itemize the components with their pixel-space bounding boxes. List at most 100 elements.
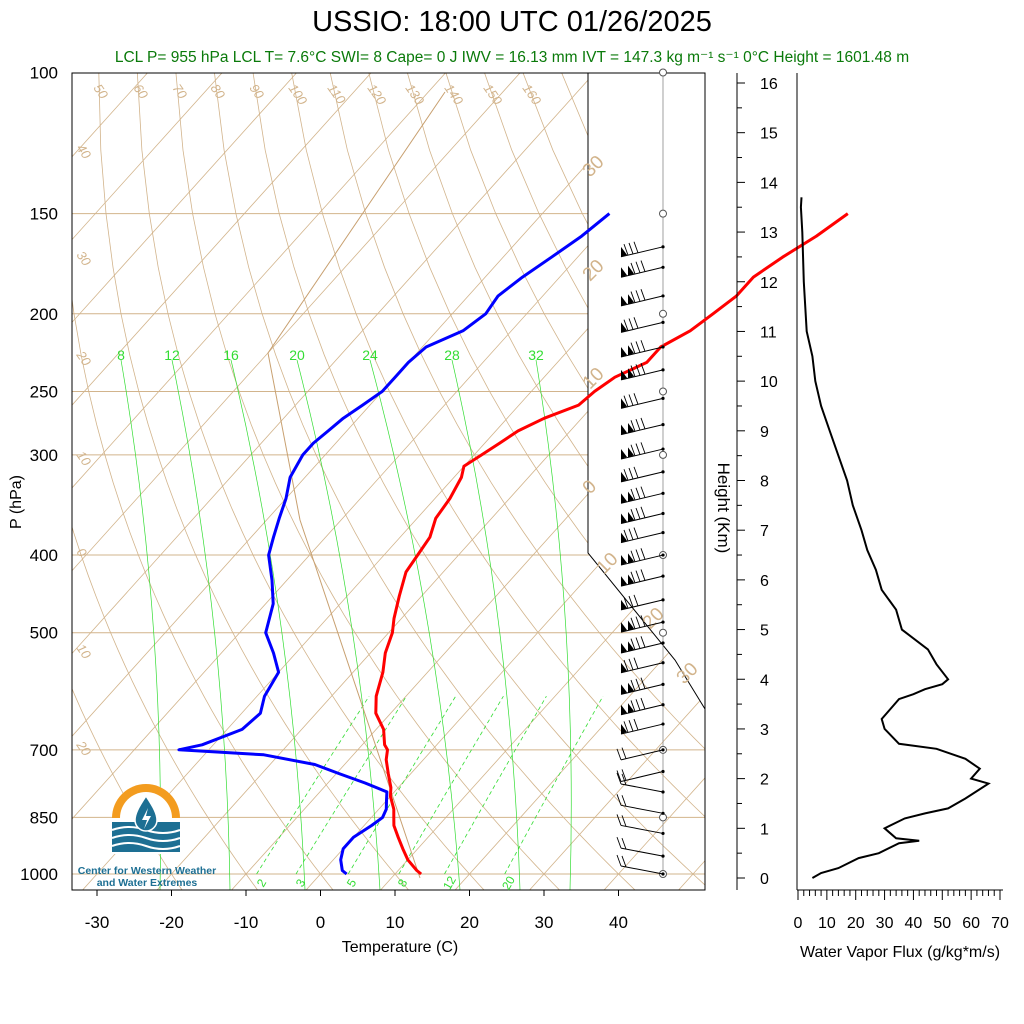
- wind-barb-flag: [621, 684, 627, 695]
- wind-barb-tick: [630, 679, 636, 692]
- y-tick-label: 700: [30, 741, 58, 760]
- wind-barb: [620, 393, 664, 409]
- height-tick-label: 13: [760, 225, 778, 242]
- y-tick-label: 100: [30, 64, 58, 83]
- barb-level-marker: [659, 628, 667, 637]
- dry-adiabat-line: [754, 73, 1024, 892]
- isotherm-line: [72, 73, 595, 655]
- barb-level-marker: [659, 387, 667, 396]
- wind-barb-tick: [628, 242, 634, 255]
- mixing-ratio-line: [504, 696, 604, 875]
- wind-barb-flag: [621, 449, 627, 460]
- wind-barb-tick: [621, 837, 627, 850]
- wind-barb-tick: [630, 571, 636, 583]
- mixing-ratio-line: [398, 695, 504, 875]
- dry-adiabat-line: [72, 296, 334, 890]
- barb-dot: [661, 854, 665, 858]
- wind-barb-tick: [616, 814, 622, 826]
- wind-barb-tick: [635, 616, 641, 628]
- dry-adiabat-label: 110: [325, 81, 350, 107]
- x-tick-label: 40: [609, 913, 628, 932]
- wind-barb-shaft: [620, 321, 664, 333]
- wind-barb-flag: [621, 398, 627, 409]
- x-tick-label: -10: [234, 913, 259, 932]
- dry-adiabat-line: [291, 73, 705, 818]
- dry-adiabat-label: 50: [91, 81, 112, 102]
- isotherm-line: [454, 611, 705, 890]
- isotherm-line: [72, 73, 521, 572]
- wind-barb-flag: [621, 424, 627, 435]
- wind-barb: [616, 836, 664, 857]
- panel-boundary: [587, 73, 706, 710]
- mixing-ratio-label: 12: [440, 873, 459, 892]
- y-tick-label: 150: [30, 205, 58, 224]
- wind-barb: [620, 506, 664, 524]
- dry-adiabat-label: 60: [131, 81, 152, 102]
- wind-barb-tick: [623, 597, 629, 609]
- wind-barb: [620, 677, 664, 695]
- y-tick-label: 500: [30, 624, 58, 643]
- wind-barb-flag: [621, 662, 627, 673]
- barb-level-marker: [659, 450, 667, 459]
- x-tick-label: 0: [316, 913, 325, 932]
- wind-barb-tick: [621, 855, 627, 868]
- dry-adiabat-line: [175, 73, 561, 890]
- wind-barb-tick: [633, 527, 639, 539]
- wind-barb-flag: [628, 265, 634, 276]
- wind-barb-flag: [628, 368, 634, 379]
- flux-tick-label: 60: [962, 915, 980, 932]
- dry-adiabat-label: 130: [403, 81, 428, 108]
- wind-barb-tick: [623, 529, 629, 542]
- wind-barb-tick: [635, 678, 641, 691]
- height-tick-label: 3: [760, 722, 769, 739]
- wind-barb: [620, 466, 664, 483]
- height-tick-label: 16: [760, 76, 778, 93]
- wind-barb-flag: [621, 295, 627, 306]
- height-tick-label: 10: [760, 374, 778, 391]
- height-tick-label: 0: [760, 871, 769, 888]
- wind-barb-shaft: [620, 847, 664, 857]
- dry-adiabat-label: 20: [73, 347, 95, 369]
- wind-barb-flag: [628, 447, 634, 458]
- wind-barb-shaft: [620, 804, 664, 814]
- barb-level-marker: [659, 813, 667, 822]
- barb-dot: [661, 831, 665, 836]
- flux-tick-label: 10: [818, 915, 836, 932]
- x-tick-label: 10: [386, 913, 405, 932]
- wind-barb-flag: [621, 643, 627, 654]
- wind-barb-tick: [635, 341, 641, 353]
- wind-barb-flag: [621, 267, 627, 278]
- wind-barb-tick: [628, 318, 634, 330]
- wind-barb-tick: [633, 594, 639, 607]
- wind-barb-shaft: [620, 295, 664, 307]
- flux-tick-label: 50: [933, 915, 951, 932]
- dry-adiabat-line: [136, 73, 485, 890]
- isotherm-line: [72, 73, 223, 241]
- dry-adiabat-label: 40: [74, 141, 95, 162]
- wind-barb-tick: [630, 444, 636, 456]
- wind-barb: [620, 718, 664, 735]
- wind-barb-tick: [628, 658, 634, 671]
- wind-barb: [620, 615, 664, 633]
- mixing-ratio-line: [444, 695, 547, 875]
- mixing-ratio-line: [295, 695, 407, 875]
- wind-barb-tick: [623, 319, 629, 331]
- flux-tick-label: 40: [905, 915, 923, 932]
- wind-barb-tick: [630, 488, 636, 501]
- mixing-ratio-label: 12: [164, 347, 180, 363]
- wind-barb: [620, 417, 664, 436]
- wind-barb-shaft: [620, 662, 664, 674]
- wind-barb-tick: [630, 509, 636, 521]
- flux-tick-label: 0: [794, 915, 803, 932]
- wind-barb-flag: [621, 576, 627, 587]
- wind-barb-flag: [621, 369, 627, 380]
- wind-barb: [620, 442, 664, 460]
- wind-barb-tick: [633, 657, 639, 669]
- water-vapor-flux-line: [799, 197, 991, 879]
- wind-barb: [620, 289, 664, 307]
- wind-barb: [616, 772, 664, 793]
- wind-barb-tick: [616, 854, 622, 867]
- wind-barb: [620, 486, 664, 504]
- wind-barb-tick: [633, 718, 639, 731]
